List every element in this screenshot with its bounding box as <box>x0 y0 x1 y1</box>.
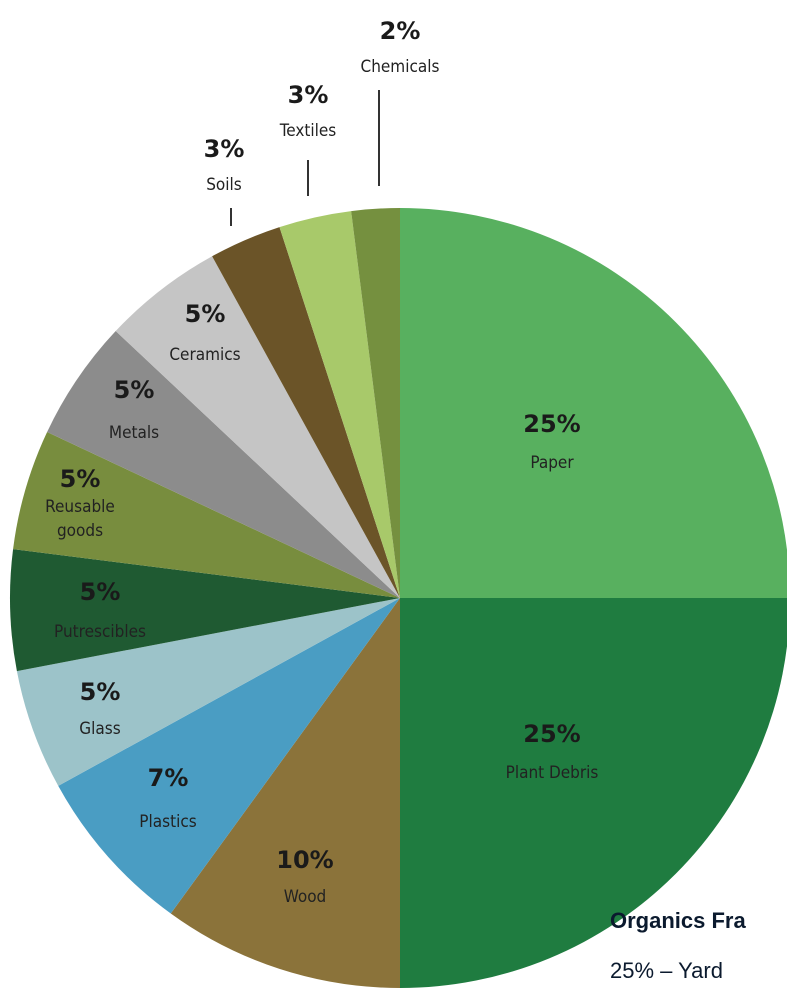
slice-category-label: Reusable <box>45 497 115 517</box>
slice-category-label: Soils <box>206 175 242 195</box>
slice-category-label: Wood <box>284 887 327 907</box>
pie-slice-ceramics <box>115 256 400 598</box>
pie-slice-plastics <box>58 598 401 914</box>
slice-category-label: Ceramics <box>169 345 240 365</box>
slice-percent-label: 5% <box>60 465 101 493</box>
pie-slice-reusable-goods <box>13 431 401 598</box>
pie-slice-metals <box>47 331 400 598</box>
slice-percent-label: 3% <box>204 135 245 163</box>
slice-percent-label: 25% <box>523 410 580 438</box>
slice-percent-label: 5% <box>185 300 226 328</box>
slice-category-label: Putrescibles <box>54 622 146 642</box>
slice-category-label: Textiles <box>279 121 337 141</box>
pie-slice-paper <box>400 208 787 598</box>
slice-category-label: Plastics <box>139 812 196 832</box>
slice-percent-label: 10% <box>276 846 333 874</box>
slice-category-label: Chemicals <box>361 57 440 77</box>
slice-category-label: goods <box>57 521 103 541</box>
slice-category-label: Paper <box>530 453 574 473</box>
slice-category-label: Glass <box>79 719 120 739</box>
slice-percent-label: 5% <box>114 376 155 404</box>
pie-slice-textiles <box>279 211 400 599</box>
slice-percent-label: 5% <box>80 678 121 706</box>
organics-caption-line: 25% – Yard <box>610 958 723 983</box>
slice-percent-label: 3% <box>288 81 329 109</box>
pie-slice-plant-debris <box>400 598 787 988</box>
pie-slice-putrescibles <box>10 549 401 672</box>
slice-category-label: Metals <box>109 423 159 443</box>
organics-caption-title: Organics Fra <box>610 908 746 933</box>
pie-slice-wood <box>170 598 400 988</box>
slice-percent-label: 25% <box>523 720 580 748</box>
slice-category-label: Plant Debris <box>506 763 599 783</box>
pie-slice-chemicals <box>351 208 400 598</box>
slice-percent-label: 2% <box>380 17 421 45</box>
slice-percent-label: 7% <box>148 764 189 792</box>
pie-slice-soils <box>212 227 400 598</box>
pie-slice-glass <box>16 598 401 786</box>
slice-percent-label: 5% <box>80 578 121 606</box>
